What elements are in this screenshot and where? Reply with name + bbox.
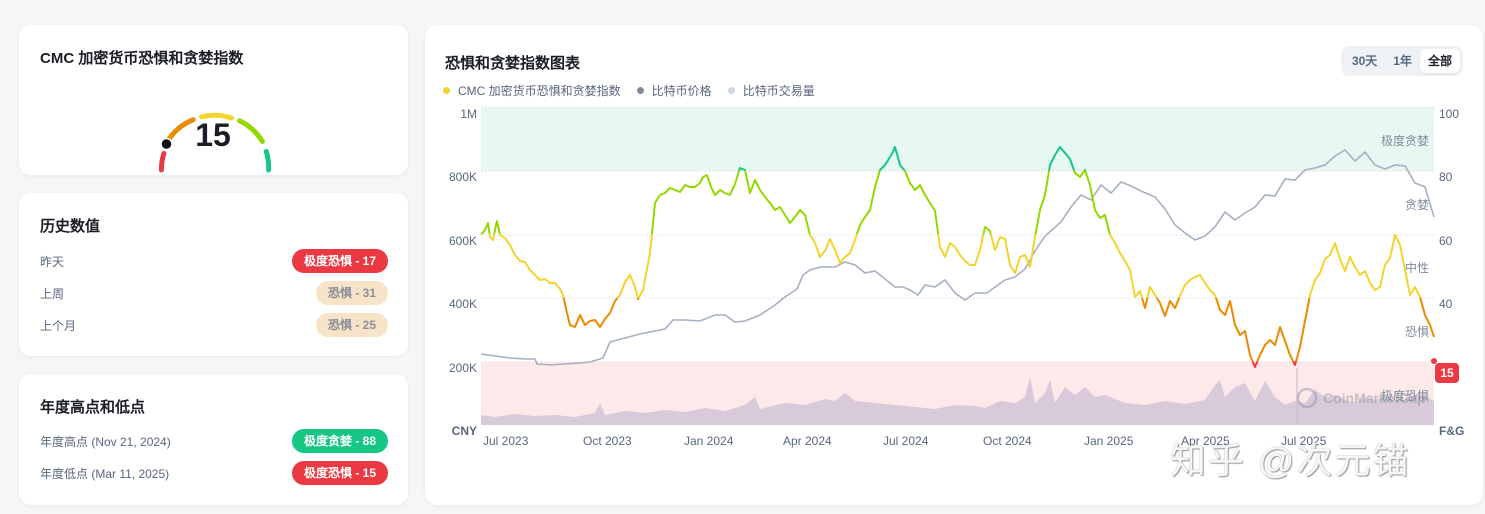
svg-text:80: 80 bbox=[1439, 170, 1453, 184]
svg-text:1M: 1M bbox=[460, 107, 477, 121]
svg-text:15: 15 bbox=[1440, 366, 1454, 380]
svg-text:Oct 2024: Oct 2024 bbox=[983, 434, 1032, 448]
gauge-value: 15 bbox=[195, 117, 231, 153]
svg-text:Jul 2024: Jul 2024 bbox=[883, 434, 929, 448]
x-axis: Jul 2023 Oct 2023 Jan 2024 Apr 2024 Jul … bbox=[483, 434, 1327, 448]
fear-greed-gauge bbox=[158, 112, 272, 173]
svg-text:Oct 2023: Oct 2023 bbox=[583, 434, 632, 448]
fear-greed-line bbox=[480, 146, 1435, 368]
gauge-title: CMC 加密货币恐惧和贪婪指数 bbox=[40, 50, 244, 67]
gauge-needle-dot bbox=[160, 137, 173, 151]
svg-text:600K: 600K bbox=[449, 234, 477, 248]
svg-text:Jan 2024: Jan 2024 bbox=[684, 434, 734, 448]
status-badge: 恐惧 - 31 bbox=[315, 281, 388, 305]
yearly-row-label: 年度低点 (Mar 11, 2025) bbox=[40, 466, 170, 481]
legend-item-btc-volume[interactable]: 比特币交易量 bbox=[727, 82, 815, 99]
gauge-segment-neutral bbox=[199, 112, 234, 121]
legend-item-fear-greed[interactable]: CMC 加密货币恐惧和贪婪指数 bbox=[443, 82, 621, 99]
svg-text:40: 40 bbox=[1439, 297, 1453, 311]
svg-text:400K: 400K bbox=[449, 297, 477, 311]
chart-title: 恐惧和贪婪指数图表 bbox=[445, 55, 581, 72]
svg-text:极度恐惧: 极度恐惧 bbox=[1381, 388, 1429, 403]
fear-greed-chart[interactable]: CoinMarketCap 1M 800K 600K 400K 200K CNY… bbox=[425, 25, 1483, 505]
zone-extreme-greed bbox=[481, 107, 1434, 171]
svg-text:F&G: F&G bbox=[1439, 424, 1464, 438]
history-card: 历史数值 昨天 极度恐惧 - 17 上周 恐惧 - 31 上个月 恐惧 - 25 bbox=[19, 193, 408, 356]
legend-label: 比特币价格 bbox=[651, 84, 712, 98]
range-30d-button[interactable]: 30天 bbox=[1351, 54, 1378, 68]
history-row-yesterday: 昨天 极度恐惧 - 17 bbox=[40, 249, 388, 273]
legend-dot-icon bbox=[636, 87, 644, 94]
right-axis: 100 80 60 40 F&G bbox=[1439, 107, 1464, 438]
svg-text:Apr 2025: Apr 2025 bbox=[1181, 434, 1230, 448]
yearly-title: 年度高点和低点 bbox=[40, 399, 146, 416]
yearly-card: 年度高点和低点 年度高点 (Nov 21, 2024) 极度贪婪 - 88 年度… bbox=[19, 374, 408, 505]
yearly-row-low: 年度低点 (Mar 11, 2025) 极度恐惧 - 15 bbox=[40, 461, 388, 485]
chart-legend: CMC 加密货币恐惧和贪婪指数 比特币价格 比特币交易量 bbox=[443, 82, 815, 99]
history-row-last-week: 上周 恐惧 - 31 bbox=[40, 281, 388, 305]
svg-text:Jul 2023: Jul 2023 bbox=[483, 434, 529, 448]
legend-dot-icon bbox=[727, 87, 735, 94]
range-1y-button[interactable]: 1年 bbox=[1393, 54, 1412, 68]
history-title: 历史数值 bbox=[40, 218, 101, 235]
svg-text:贪婪: 贪婪 bbox=[1405, 197, 1429, 212]
status-badge: 极度恐惧 - 15 bbox=[291, 461, 388, 485]
svg-text:800K: 800K bbox=[449, 170, 477, 184]
gauge-segment-greed bbox=[237, 118, 265, 144]
svg-text:100: 100 bbox=[1439, 107, 1459, 121]
cmc-watermark: CoinMarketCap bbox=[1296, 387, 1426, 409]
yearly-row-label: 年度高点 (Nov 21, 2024) bbox=[40, 434, 171, 449]
grid-lines bbox=[481, 106, 1434, 363]
gauge-segment-fear bbox=[166, 117, 196, 141]
legend-label: 比特币交易量 bbox=[742, 84, 815, 98]
status-badge: 极度恐惧 - 17 bbox=[291, 249, 388, 273]
zone-labels: 极度贪婪 贪婪 中性 恐惧 极度恐惧 bbox=[1381, 133, 1429, 403]
history-row-label: 昨天 bbox=[40, 254, 65, 269]
history-row-last-month: 上个月 恐惧 - 25 bbox=[40, 313, 388, 337]
svg-text:恐惧: 恐惧 bbox=[1405, 324, 1429, 339]
legend-dot-icon bbox=[443, 87, 450, 94]
status-badge: 恐惧 - 25 bbox=[315, 313, 388, 337]
legend-item-btc-price[interactable]: 比特币价格 bbox=[636, 82, 712, 99]
history-row-label: 上周 bbox=[40, 286, 65, 301]
svg-text:60: 60 bbox=[1439, 234, 1453, 248]
volume-area bbox=[481, 377, 1434, 425]
svg-text:极度贪婪: 极度贪婪 bbox=[1381, 133, 1429, 148]
current-point bbox=[1431, 358, 1437, 364]
btc-price-line bbox=[480, 148, 1435, 366]
zhihu-watermark: 知乎 @次元锚 bbox=[1170, 440, 1411, 481]
range-toggle: 30天 1年 全部 bbox=[1340, 46, 1463, 76]
legend-label: CMC 加密货币恐惧和贪婪指数 bbox=[458, 84, 621, 98]
status-badge: 极度贪婪 - 88 bbox=[291, 429, 388, 453]
gauge-card: CMC 加密货币恐惧和贪婪指数 15 bbox=[19, 25, 408, 175]
svg-text:200K: 200K bbox=[449, 361, 477, 375]
svg-text:Jul 2025: Jul 2025 bbox=[1281, 434, 1327, 448]
current-value-badge: 15 bbox=[1435, 363, 1459, 383]
svg-text:CNY: CNY bbox=[452, 424, 477, 438]
svg-text:Apr 2024: Apr 2024 bbox=[783, 434, 832, 448]
left-axis: 1M 800K 600K 400K 200K CNY bbox=[449, 107, 477, 438]
gauge-segment-extreme-greed bbox=[263, 149, 272, 173]
gauge-segment-extreme-fear bbox=[158, 150, 167, 173]
svg-text:中性: 中性 bbox=[1405, 260, 1429, 275]
yearly-row-high: 年度高点 (Nov 21, 2024) 极度贪婪 - 88 bbox=[40, 429, 388, 453]
history-row-label: 上个月 bbox=[40, 318, 77, 333]
svg-text:CoinMarketCap: CoinMarketCap bbox=[1323, 390, 1426, 406]
range-all-button[interactable]: 全部 bbox=[1419, 49, 1460, 73]
chart-card: CoinMarketCap 1M 800K 600K 400K 200K CNY… bbox=[425, 25, 1483, 505]
svg-text:Jan 2025: Jan 2025 bbox=[1084, 434, 1134, 448]
